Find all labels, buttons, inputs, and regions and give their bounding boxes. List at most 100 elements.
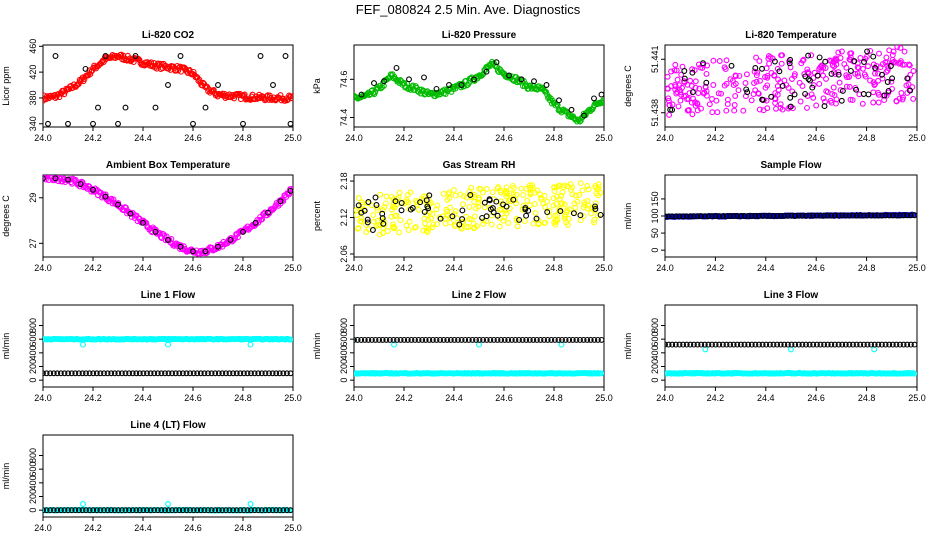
data-point <box>140 507 147 514</box>
data-point <box>519 336 526 343</box>
data-point <box>429 224 436 231</box>
data-point <box>532 210 539 217</box>
data-point <box>872 70 878 77</box>
chart-panel-4: Ambient Box Temperature 24.0 24.2 24.4 24.6 2… <box>1 160 302 273</box>
data-point <box>179 370 186 377</box>
chart-panel-5: Gas Stream RH 24.0 24.2 24.4 24.6 24.8 25.0 2.0… <box>312 160 613 273</box>
panel-title: Line 2 Flow <box>452 290 507 301</box>
data-point <box>907 87 914 94</box>
data-point <box>688 99 695 106</box>
data-point <box>500 217 507 224</box>
data-point <box>763 212 770 219</box>
x-tick-label: 24.2 <box>395 263 413 273</box>
data-point <box>562 336 569 343</box>
data-point <box>469 336 476 343</box>
data-point <box>531 78 537 85</box>
data-point <box>889 212 896 219</box>
data-point <box>756 341 762 348</box>
data-point <box>764 105 771 112</box>
data-point <box>884 59 891 66</box>
data-point <box>550 202 557 209</box>
data-point <box>681 68 688 74</box>
data-point <box>686 90 693 97</box>
data-point <box>731 107 738 114</box>
data-point <box>97 507 104 514</box>
data-point <box>290 186 293 193</box>
data-point <box>447 336 454 343</box>
chart-panel-1: Li-820 CO2 24.0 24.2 24.4 24.6 24.8 25.0 340 380… <box>1 30 302 143</box>
data-point <box>808 91 815 98</box>
data-point <box>774 212 781 219</box>
y-tick-label: 800 <box>28 448 38 463</box>
panel-title: Li-820 Pressure <box>442 30 517 41</box>
x-tick-label: 24.0 <box>656 133 674 143</box>
data-point <box>508 336 515 343</box>
data-point <box>440 336 447 343</box>
data-point <box>486 196 493 203</box>
data-point <box>731 102 738 108</box>
data-point <box>424 229 431 235</box>
data-point <box>732 93 739 99</box>
data-point <box>677 97 684 104</box>
data-point <box>273 507 280 514</box>
y-tick-label: 400 <box>339 345 349 360</box>
x-tick-label: 24.4 <box>757 263 775 273</box>
data-point <box>434 221 441 228</box>
data-point <box>813 102 820 109</box>
plot-frame <box>42 44 294 128</box>
data-point <box>566 336 573 343</box>
data-point <box>881 92 888 99</box>
data-point <box>541 220 548 226</box>
panel-title: Line 4 (LT) Flow <box>130 420 206 431</box>
data-point <box>404 191 411 198</box>
data-point <box>202 104 209 111</box>
data-point <box>777 341 784 348</box>
data-point <box>907 341 914 348</box>
data-point <box>534 187 541 194</box>
data-point <box>674 76 681 83</box>
data-point <box>698 213 705 220</box>
data-point <box>358 215 365 222</box>
data-point <box>355 195 362 202</box>
data-point <box>910 68 917 74</box>
data-point <box>273 370 280 377</box>
data-point <box>122 104 129 111</box>
data-point <box>837 55 844 61</box>
data-point <box>706 101 713 108</box>
data-point <box>839 341 846 348</box>
data-point <box>851 58 858 65</box>
data-point <box>503 193 510 200</box>
data-point <box>459 207 466 214</box>
data-point <box>396 189 403 196</box>
data-point <box>712 213 719 220</box>
data-point <box>80 341 86 348</box>
data-point <box>787 64 794 71</box>
data-point <box>215 243 221 250</box>
data-point <box>712 341 719 348</box>
data-point <box>289 95 293 102</box>
data-point <box>136 507 143 514</box>
data-point <box>732 73 739 79</box>
data-point <box>79 370 86 377</box>
data-point <box>93 507 100 514</box>
data-point <box>687 77 694 84</box>
data-point <box>358 91 365 98</box>
data-point <box>554 193 561 200</box>
data-point <box>788 212 795 219</box>
data-point <box>187 507 194 514</box>
data-point <box>466 203 473 210</box>
data-point <box>875 99 882 106</box>
data-point <box>595 212 601 219</box>
y-tick-label: 600 <box>28 462 38 477</box>
data-point <box>460 201 466 208</box>
data-point <box>792 212 799 219</box>
data-point <box>471 213 478 220</box>
data-point <box>770 212 777 219</box>
data-point <box>122 507 129 514</box>
data-point <box>368 336 375 343</box>
data-point <box>591 95 597 102</box>
plot-frame <box>353 304 605 388</box>
y-tick-label: 800 <box>28 318 38 333</box>
data-point <box>183 370 190 377</box>
y-axis-label: Licor ppm <box>1 66 11 106</box>
